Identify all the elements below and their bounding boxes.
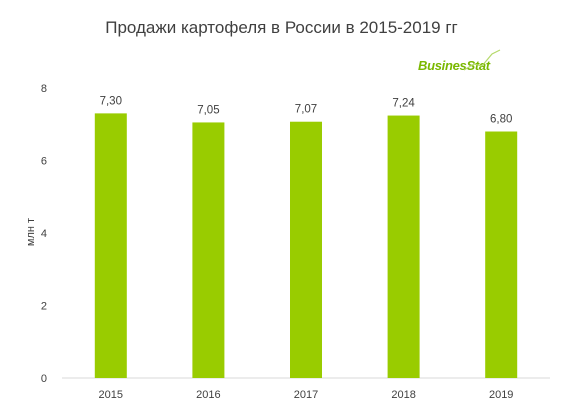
data-label: 7,07 (295, 104, 317, 116)
bars-group: 7,30 7,05 7,07 7,24 6,80 (94, 95, 518, 379)
bar (192, 122, 225, 378)
bar (290, 121, 322, 379)
y-tick-label: 2 (41, 301, 47, 313)
y-tick-label: 8 (41, 83, 47, 95)
x-tick-label: 2018 (391, 389, 415, 401)
y-tick-label: 6 (41, 156, 47, 168)
businesstat-logo: BusinesStat (418, 58, 490, 73)
data-label: 7,05 (197, 104, 219, 116)
x-tick-label: 2019 (489, 389, 513, 401)
y-tick-label: 0 (41, 373, 47, 385)
data-label: 6,80 (490, 114, 512, 126)
x-tick-label: 2015 (99, 389, 123, 401)
y-axis-label: млн т (25, 218, 37, 246)
bar (485, 131, 518, 378)
x-tick-label: 2016 (196, 389, 220, 401)
x-tick-label: 2017 (294, 389, 318, 401)
bar (94, 113, 127, 378)
data-label: 7,30 (100, 95, 122, 107)
bar (387, 115, 420, 379)
x-axis: 2015 2016 2017 2018 2019 (99, 389, 514, 401)
logo-chart-icon (463, 49, 501, 71)
y-axis: 0 2 4 6 8 (41, 83, 47, 385)
y-tick-label: 4 (41, 228, 47, 240)
chart-title: Продажи картофеля в России в 2015-2019 г… (105, 18, 458, 37)
data-label: 7,24 (392, 98, 415, 110)
